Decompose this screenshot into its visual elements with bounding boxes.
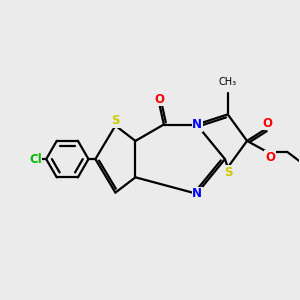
Text: O: O	[265, 151, 275, 164]
Text: CH₃: CH₃	[219, 76, 237, 87]
Text: O: O	[154, 92, 164, 106]
Text: S: S	[224, 166, 233, 179]
Text: S: S	[111, 114, 120, 128]
Text: N: N	[192, 118, 202, 131]
Text: N: N	[192, 187, 202, 200]
Text: Cl: Cl	[29, 153, 42, 166]
Text: O: O	[263, 117, 273, 130]
